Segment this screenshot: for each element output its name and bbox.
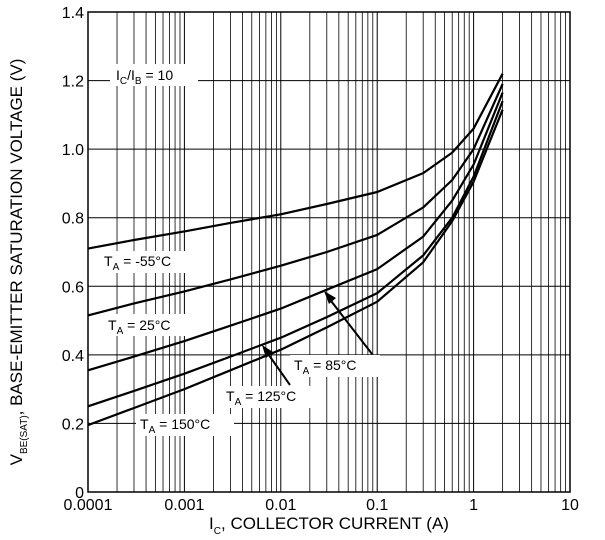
series-label-bg-1 (104, 314, 194, 336)
condition-label-bg (110, 64, 198, 86)
series-label-bg-4 (136, 414, 234, 436)
y-tick-label: 0 (75, 485, 84, 502)
plot-frame (87, 11, 571, 493)
y-tick-label: 1.4 (62, 5, 84, 22)
y-tick-label: 0.4 (62, 348, 84, 365)
series-group (87, 73, 504, 427)
x-tick-label: 1 (469, 497, 478, 514)
series-label-bg-0 (100, 251, 202, 273)
x-tick-label: 10 (561, 497, 579, 514)
series-label-bg-3 (222, 386, 322, 408)
y-tick-label: 0.6 (62, 279, 84, 296)
series-label-bg-2 (290, 355, 380, 377)
series-label-2: TA = 85°C (294, 357, 356, 377)
series-label-4: TA = 150°C (140, 416, 210, 436)
x-tick-label: 0.01 (265, 497, 296, 514)
series-line-1 (87, 83, 504, 317)
series-label-1: TA = 25°C (108, 317, 170, 337)
y-tick-label: 1.0 (62, 142, 84, 159)
series-label-3: TA = 125°C (226, 388, 296, 408)
x-tick-label: 0.0001 (64, 497, 113, 514)
series-line-3 (87, 100, 504, 408)
y-tick-label: 1.2 (62, 74, 84, 91)
pointer-arrowhead-85c (324, 291, 336, 304)
y-tick-label: 0.2 (62, 416, 84, 433)
pointer-arrow-85c (327, 296, 373, 355)
tick-labels: 0.0001 0.001 0.01 0.1 1 10 0 0.2 0.4 0.6 0.8 1.0 1.2… (62, 5, 579, 514)
condition-label: IC/IB = 10 (116, 67, 173, 87)
pointer-arrow-125c (265, 350, 291, 386)
series-line-4 (87, 109, 504, 427)
series-line-0 (87, 73, 504, 250)
x-axis-label: IC, COLLECTOR CURRENT (A) (209, 514, 449, 537)
x-tick-label: 0.001 (164, 497, 204, 514)
y-tick-label: 0.8 (62, 211, 84, 228)
pointer-arrowhead-125c (262, 345, 273, 358)
series-line-2 (87, 92, 504, 372)
x-tick-label: 0.1 (366, 497, 388, 514)
series-label-0: TA = -55°C (104, 253, 171, 273)
y-axis-label: VBE(SAT), BASE-EMITTER SATURATION VOLTAG… (7, 59, 30, 466)
